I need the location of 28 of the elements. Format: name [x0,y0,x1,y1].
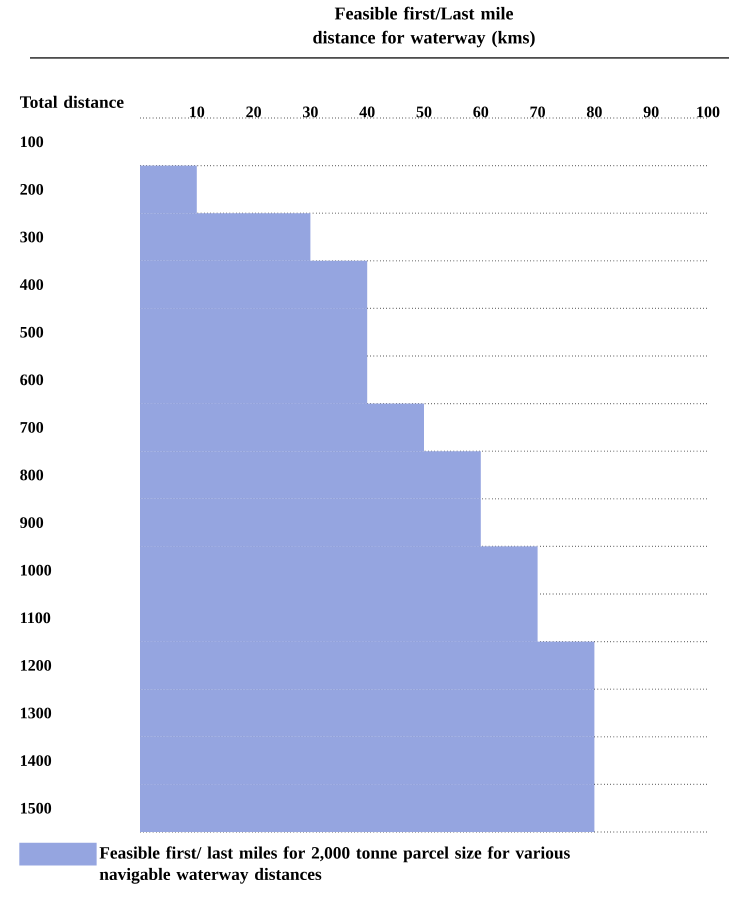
y-tick-label: 900 [20,517,44,528]
y-tick-label: 1200 [20,660,52,671]
x-tick-label: 40 [359,106,375,118]
y-tick-label: 200 [20,184,44,195]
y-tick-label: 800 [20,470,44,480]
y-tick-label: 1000 [20,564,52,576]
chart-title: Feasible first/Last mile distance for waterway (kms) [313,6,535,48]
y-tick-label: 700 [20,422,44,433]
y-tick-label: 1300 [20,708,52,718]
x-tick-label: 70 [530,106,545,118]
x-tick-label: 90 [644,106,659,118]
y-axis-title: Total distance [20,96,124,108]
y-tick-label: 1100 [20,612,50,624]
y-tick-label: 500 [20,326,44,338]
y-tick-label: 300 [20,232,44,242]
x-tick-label: 20 [246,106,261,118]
y-tick-label: 1500 [20,802,52,814]
x-tick-label: 80 [586,106,602,118]
y-tick-label: 600 [20,374,44,386]
legend-label: Feasible first/ last miles for 2,000 tonne parcel size for various navigable waterway distances [100,846,570,884]
x-tick-label: 10 [190,106,204,118]
x-tick-label: 50 [416,106,432,118]
y-tick-label: 100 [20,136,44,148]
x-tick-label: 60 [473,106,488,118]
x-tick-label: 30 [303,106,318,118]
x-tick-label: 100 [697,106,720,118]
y-tick-label: 400 [20,279,44,290]
y-tick-label: 1400 [20,755,52,766]
